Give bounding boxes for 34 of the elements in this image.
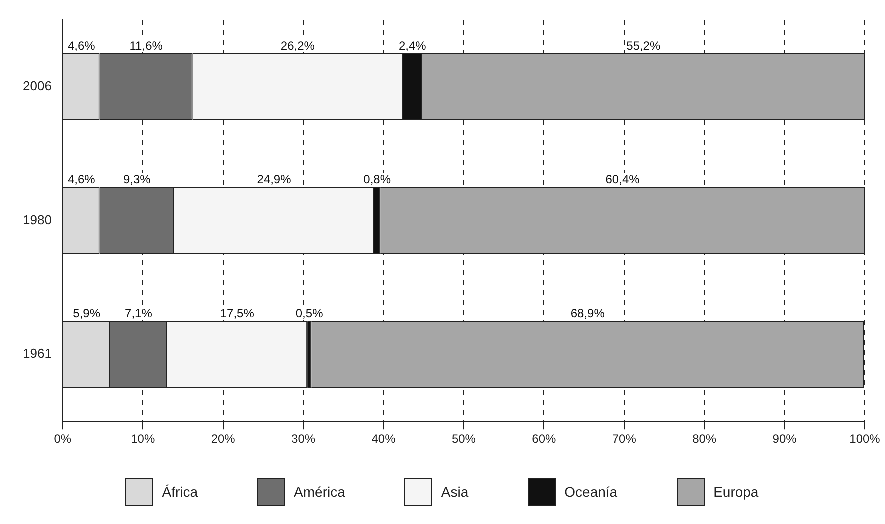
data-label: 55,2% bbox=[626, 38, 661, 53]
legend-label: Europa bbox=[714, 484, 759, 500]
data-label: 26,2% bbox=[280, 38, 316, 53]
data-label: 11,6% bbox=[130, 38, 164, 53]
legend-label: Oceanía bbox=[564, 484, 618, 500]
x-tick-label: 50% bbox=[452, 432, 476, 446]
data-label: 5,9% bbox=[73, 306, 101, 321]
x-tick-label: 30% bbox=[292, 432, 316, 446]
x-tick-label: 60% bbox=[532, 432, 556, 446]
data-label: 4,6% bbox=[68, 38, 96, 53]
y-tick-label: 1980 bbox=[23, 212, 52, 228]
x-tick-label: 10% bbox=[131, 432, 156, 446]
legend-label: Asia bbox=[441, 484, 469, 500]
data-label: 17,5% bbox=[220, 306, 255, 321]
x-tick-label: 20% bbox=[211, 432, 236, 446]
y-tick-label: 1961 bbox=[23, 346, 52, 362]
data-label: 68,9% bbox=[570, 306, 606, 321]
data-label: 4,6% bbox=[68, 172, 96, 187]
data-label: 60,4% bbox=[606, 172, 640, 187]
legend-label: América bbox=[294, 484, 346, 500]
x-tick-label: 70% bbox=[612, 432, 637, 446]
data-label: 24,9% bbox=[257, 172, 292, 187]
data-label: 0,5% bbox=[296, 306, 324, 321]
data-label: 0,8% bbox=[364, 172, 392, 187]
data-label: 9,3% bbox=[123, 172, 152, 187]
x-tick-label: 40% bbox=[372, 432, 396, 446]
x-tick-label: 100% bbox=[850, 432, 881, 446]
y-tick-label: 2006 bbox=[23, 78, 52, 94]
x-tick-label: 0% bbox=[54, 432, 72, 446]
x-tick-label: 80% bbox=[692, 432, 717, 446]
x-tick-label: 90% bbox=[772, 432, 798, 446]
data-label: 7,1% bbox=[125, 306, 153, 321]
data-label: 2,4% bbox=[398, 38, 427, 53]
legend-label: África bbox=[162, 484, 198, 500]
